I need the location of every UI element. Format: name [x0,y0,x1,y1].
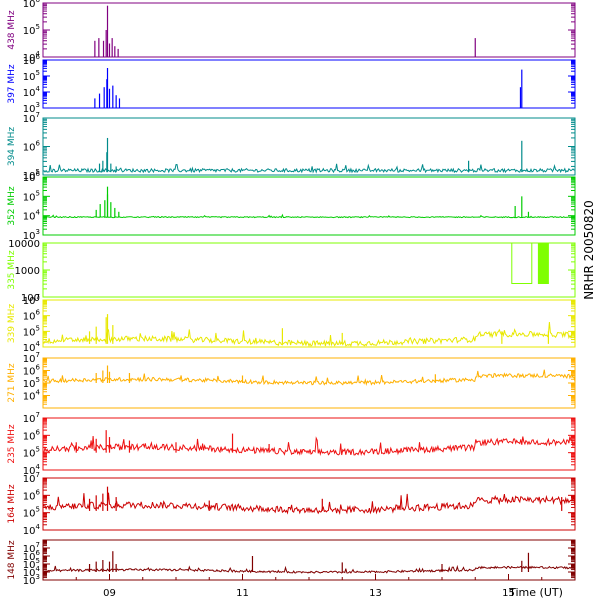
y-tick-label: 106 [23,53,41,67]
panel-frame [42,242,576,298]
panel-164-mhz: 104 105 106 107 164 MHz [7,471,576,537]
panel-frame [42,477,576,531]
series-block [538,243,549,284]
y-tick-label: 106 [23,549,41,563]
panel-frame [42,117,576,176]
y-tick-label: 105 [23,376,40,390]
x-tick-label: 13 [369,588,382,599]
panel-name-label: 394 MHz [7,127,17,167]
y-tick-label: 103 [23,573,40,587]
y-tick-label: 106 [23,0,41,10]
series-trace [42,564,576,574]
y-tick-label: 105 [23,446,40,460]
panel-name-label: 235 MHz [7,424,17,464]
y-tick-label: 106 [23,309,41,323]
series-trace [42,436,576,457]
y-tick-label: 105 [23,168,40,182]
y-tick-label: 1000 [15,266,40,277]
panel-name-label: 339 MHz [7,304,17,344]
y-tick-label: 105 [23,324,40,338]
y-tick-label: 107 [23,111,40,125]
y-tick-label: 104 [23,389,41,403]
panel-frame [42,2,576,58]
y-tick-label: 104 [23,523,41,537]
y-tick-label: 106 [23,488,41,502]
y-tick-label: 107 [23,411,40,425]
y-tick-label: 105 [23,557,40,571]
y-tick-label: 104 [23,463,41,477]
y-tick-label: 103 [23,101,40,115]
y-tick-label: 10000 [8,239,40,250]
panel-name-label: 271 MHz [7,363,17,403]
y-tick-label: 106 [23,170,41,184]
panel-frame [42,59,576,109]
panel-name-label: 438 MHz [7,10,17,50]
panel-frame [42,176,576,236]
x-axis-label: Time (UT) [508,586,563,599]
series-trace [42,369,576,387]
y-tick-label: 107 [23,471,40,485]
series-trace [42,163,575,174]
x-tick-label: 09 [103,588,116,599]
y-tick-label: 104 [23,340,41,354]
panel-name-label: 164 MHz [7,484,17,524]
y-tick-label: 104 [23,50,41,64]
y-tick-label: 105 [23,23,40,37]
series-trace [43,321,576,348]
panel-235-mhz: 104 105 106 107 235 MHz [7,411,576,477]
y-tick-label: 104 [23,85,41,99]
panel-name-label: 335 MHz [7,250,17,290]
series-trace [42,492,576,516]
y-tick-label: 106 [23,428,41,442]
y-tick-label: 100 [21,293,40,304]
y-tick-label: 106 [23,364,41,378]
side-label: NRHR 20050820 [582,200,596,300]
series-trace [43,242,575,284]
x-tick-label: 11 [236,588,249,599]
series-trace [42,213,576,219]
y-tick-label: 105 [23,69,40,83]
y-tick-label: 107 [23,541,40,555]
y-tick-label: 103 [23,228,40,242]
panel-name-label: 148 MHz [7,540,17,580]
y-tick-label: 106 [23,140,41,154]
panel-438-mhz: 104 105 106 438 MHz [7,0,576,64]
y-tick-label: 105 [23,506,40,520]
y-tick-label: 104 [23,565,41,579]
y-tick-label: 107 [23,351,40,365]
y-tick-label: 107 [23,293,40,307]
panel-name-label: 397 MHz [7,64,17,104]
panel-frame [42,539,576,581]
panel-name-label: 352 MHz [7,186,17,226]
y-tick-label: 104 [23,209,41,223]
panel-397-mhz: 103 104 105 106 397 MHz [7,53,576,115]
y-tick-label: 105 [23,189,40,203]
x-tick-label: 15 [502,588,515,599]
